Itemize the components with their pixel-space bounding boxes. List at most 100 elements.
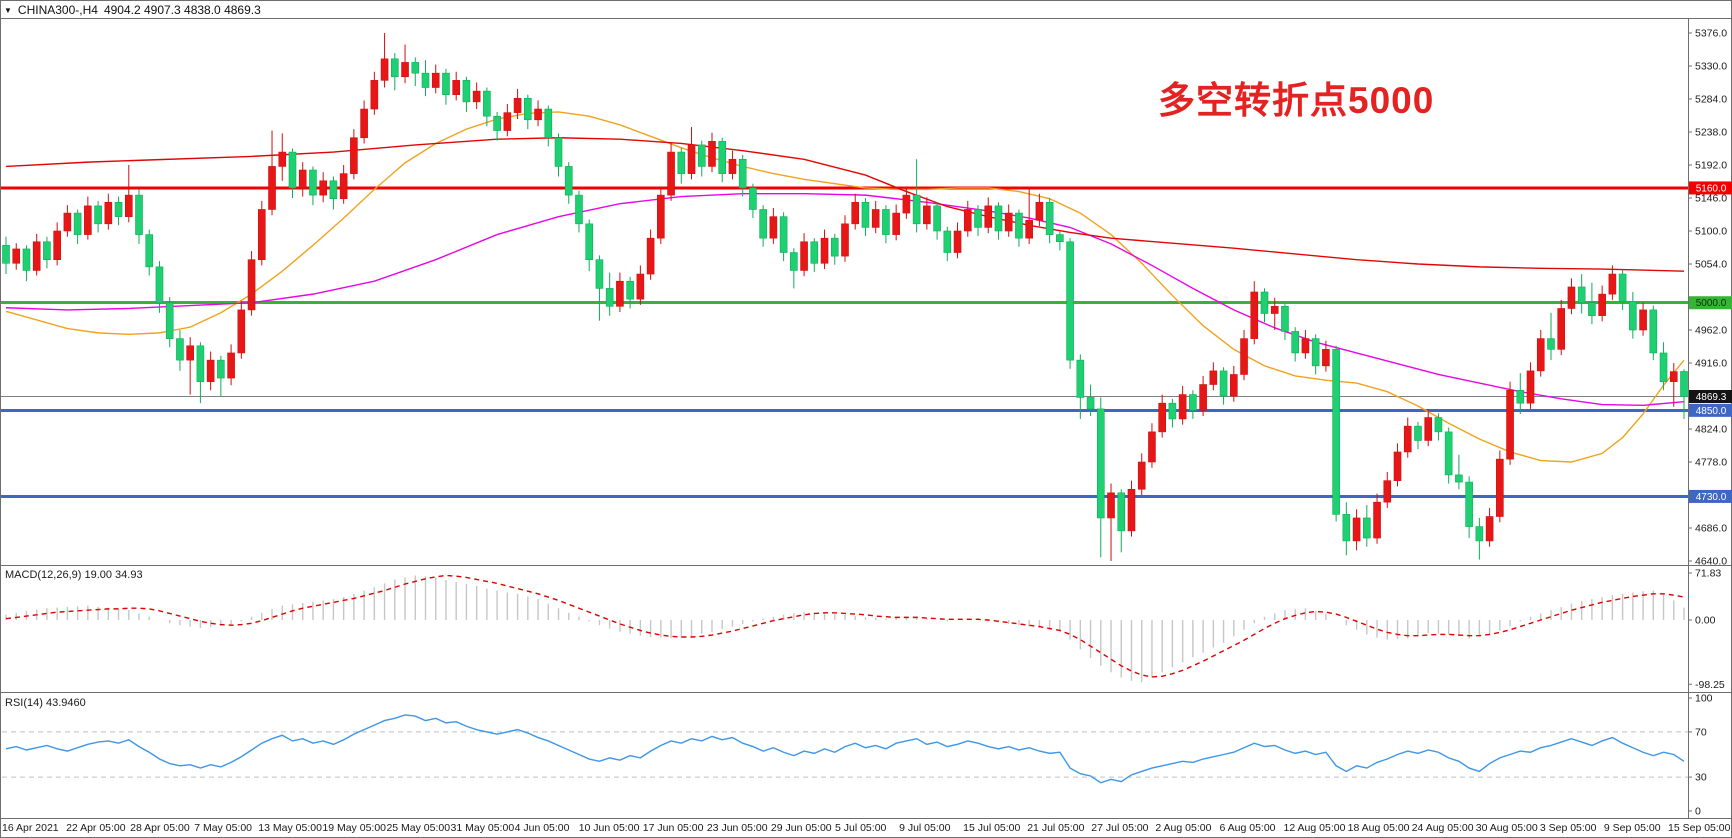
candle-down bbox=[749, 187, 757, 210]
candle-up bbox=[257, 209, 266, 260]
level-price-tag: 4730.0 bbox=[1696, 492, 1727, 503]
candle-down bbox=[994, 205, 1003, 232]
candle-up bbox=[84, 205, 92, 235]
candle-down bbox=[1629, 301, 1637, 331]
candle-up bbox=[1107, 492, 1115, 519]
candle-up bbox=[953, 230, 962, 253]
rsi-axis-label: 30 bbox=[1695, 772, 1707, 784]
candle-down bbox=[94, 205, 102, 225]
price-axis-label: 4778.0 bbox=[1695, 457, 1727, 469]
candle-down bbox=[1076, 359, 1085, 398]
time-axis-label: 25 May 05:00 bbox=[386, 822, 450, 834]
time-axis-label: 13 May 05:00 bbox=[258, 822, 322, 834]
candle-down bbox=[605, 288, 614, 307]
candle-down bbox=[2, 245, 10, 264]
rsi-axis-label: 0 bbox=[1695, 806, 1701, 818]
candle-down bbox=[1475, 526, 1484, 542]
candle-down bbox=[1117, 492, 1126, 532]
candle-down bbox=[1311, 338, 1320, 367]
candle-down bbox=[861, 202, 870, 228]
candle-up bbox=[1209, 370, 1218, 385]
time-axis-label: 28 Apr 05:00 bbox=[130, 822, 190, 834]
candle-up bbox=[1025, 219, 1033, 239]
candle-up bbox=[728, 158, 737, 174]
time-axis-label: 9 Jul 05:00 bbox=[899, 822, 951, 834]
candle-up bbox=[1506, 389, 1514, 460]
time-axis-label: 23 Jun 05:00 bbox=[707, 822, 768, 834]
candle-up bbox=[687, 144, 696, 174]
macd-axis-label: 71.83 bbox=[1695, 568, 1721, 580]
candle-down bbox=[1056, 234, 1064, 243]
candle-up bbox=[984, 205, 993, 228]
price-axis-label: 4916.0 bbox=[1695, 358, 1727, 370]
candle-up bbox=[1393, 451, 1402, 481]
candle-down bbox=[595, 259, 604, 289]
candle-up bbox=[1004, 212, 1013, 232]
candle-down bbox=[1577, 286, 1586, 304]
price-axis-label: 5376.0 bbox=[1695, 28, 1727, 40]
candle-up bbox=[513, 97, 522, 113]
candle-up bbox=[851, 202, 860, 225]
candle-down bbox=[554, 137, 563, 167]
annotation-text[interactable]: 多空转折点5000 bbox=[1158, 80, 1435, 121]
candle-up bbox=[667, 151, 675, 196]
candle-down bbox=[738, 158, 747, 189]
ohlc-values: 4904.2 4907.3 4838.0 4869.3 bbox=[103, 3, 261, 17]
candle-down bbox=[1588, 302, 1596, 316]
macd-indicator-label: MACD(12,26,9) 19.00 34.93 bbox=[5, 569, 143, 581]
candle-up bbox=[431, 72, 440, 88]
candle-down bbox=[309, 169, 317, 196]
candle-down bbox=[288, 151, 297, 189]
time-axis-label: 29 Jun 05:00 bbox=[771, 822, 832, 834]
time-axis-label: 24 Aug 05:00 bbox=[1412, 822, 1474, 834]
candle-up bbox=[1322, 349, 1330, 367]
level-price-tag: 5160.0 bbox=[1696, 183, 1727, 194]
candle-down bbox=[544, 108, 553, 139]
candle-down bbox=[1066, 241, 1074, 361]
time-axis-label: 30 Aug 05:00 bbox=[1476, 822, 1538, 834]
candle-down bbox=[114, 202, 123, 217]
candle-down bbox=[677, 151, 686, 174]
candle-up bbox=[841, 223, 849, 257]
candle-up bbox=[636, 273, 645, 300]
time-axis-label: 12 Aug 05:00 bbox=[1284, 822, 1346, 834]
candle-up bbox=[616, 280, 624, 307]
time-axis-label: 2 Aug 05:00 bbox=[1155, 822, 1211, 834]
candle-down bbox=[912, 194, 921, 225]
candle-down bbox=[1547, 338, 1555, 350]
candle-down bbox=[1189, 394, 1197, 411]
candle-down bbox=[1260, 291, 1269, 314]
candle-down bbox=[943, 230, 952, 253]
time-axis-label: 5 Jul 05:00 bbox=[835, 822, 887, 834]
candle-up bbox=[1270, 306, 1279, 314]
candle-up bbox=[1485, 516, 1494, 542]
current-price-tag-box bbox=[1689, 390, 1732, 404]
candle-up bbox=[380, 58, 389, 81]
time-axis-label: 10 Jun 05:00 bbox=[579, 822, 640, 834]
candle-up bbox=[278, 151, 287, 167]
candle-down bbox=[217, 359, 225, 379]
candle-down bbox=[1649, 309, 1658, 354]
candle-up bbox=[298, 169, 307, 189]
candle-down bbox=[718, 141, 727, 174]
candle-up bbox=[1639, 309, 1647, 331]
candle-down bbox=[575, 194, 583, 225]
candle-up bbox=[237, 309, 246, 354]
candle-down bbox=[145, 234, 154, 268]
candle-up bbox=[401, 62, 409, 78]
candle-down bbox=[564, 166, 573, 196]
candle-down bbox=[1618, 273, 1627, 302]
candle-up bbox=[124, 194, 133, 217]
candle-down bbox=[1281, 306, 1289, 332]
candle-down bbox=[1015, 212, 1023, 239]
time-axis-label: 16 Apr 2021 bbox=[2, 822, 59, 834]
price-axis-label: 4824.0 bbox=[1695, 424, 1727, 436]
time-axis-label: 22 Apr 05:00 bbox=[66, 822, 126, 834]
time-axis-label: 31 May 05:00 bbox=[451, 822, 515, 834]
candle-down bbox=[1465, 481, 1473, 527]
level-price-tag: 5000.0 bbox=[1696, 298, 1727, 309]
symbol-dropdown-icon[interactable]: ▼ bbox=[4, 5, 12, 15]
candle-down bbox=[1086, 397, 1095, 410]
